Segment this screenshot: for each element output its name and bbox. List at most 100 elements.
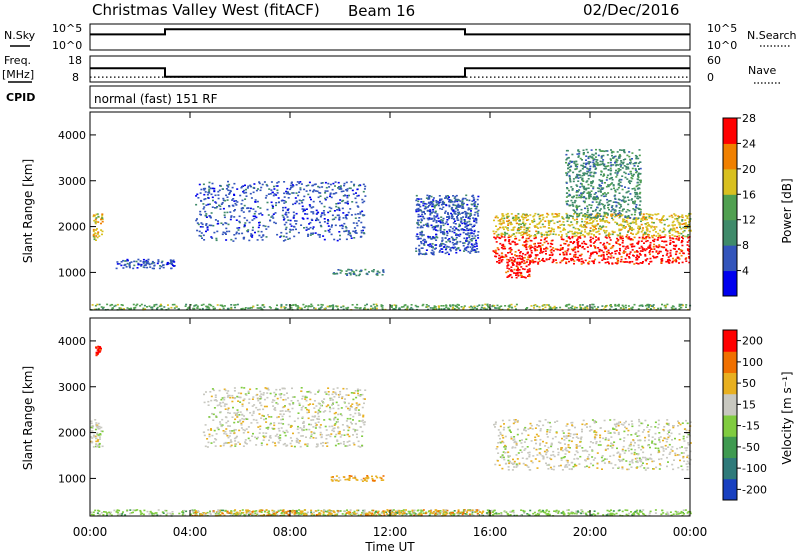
heatmap-cell [589, 227, 592, 229]
heatmap-cell [507, 264, 510, 266]
heatmap-cell [173, 303, 176, 306]
heatmap-cell [520, 276, 523, 278]
heatmap-cell [611, 217, 614, 219]
heatmap-cell [323, 214, 326, 216]
heatmap-cell [533, 220, 536, 223]
heatmap-cell [623, 151, 626, 154]
heatmap-cell [309, 221, 312, 224]
heatmap-cell [600, 249, 603, 252]
heatmap-cell [446, 195, 449, 197]
heatmap-cell [573, 162, 576, 164]
heatmap-cell [530, 234, 533, 237]
heatmap-cell [601, 182, 604, 184]
heatmap-cell [344, 225, 347, 228]
heatmap-cell [523, 224, 526, 226]
heatmap-cell [472, 196, 475, 199]
heatmap-cell [285, 211, 288, 214]
heatmap-cell [325, 186, 328, 189]
heatmap-cell [441, 242, 443, 245]
heatmap-cell [317, 304, 320, 306]
heatmap-cell [537, 242, 540, 245]
heatmap-cell [444, 244, 447, 246]
noise-right-tick-top: 10^5 [707, 22, 737, 35]
heatmap-cell [126, 262, 129, 265]
heatmap-cell [235, 204, 238, 206]
heatmap-cell [571, 235, 574, 238]
heatmap-cell [590, 253, 593, 255]
heatmap-cell [623, 250, 626, 252]
heatmap-cell [583, 174, 586, 176]
heatmap-cell [578, 212, 581, 215]
heatmap-cell [309, 226, 312, 229]
heatmap-cell [238, 512, 241, 514]
heatmap-cell [307, 233, 310, 236]
heatmap-cell [98, 235, 101, 237]
heatmap-cell [427, 206, 429, 208]
heatmap-cell [575, 208, 578, 211]
heatmap-cell [427, 197, 430, 199]
heatmap-cell [260, 511, 263, 513]
heatmap-cell [555, 511, 558, 514]
heatmap-cell [628, 225, 631, 227]
heatmap-cell [204, 191, 207, 193]
heatmap-cell [589, 236, 592, 239]
heatmap-cell [565, 261, 568, 263]
heatmap-cell [506, 513, 509, 515]
heatmap-cell [188, 306, 191, 308]
heatmap-cell [581, 159, 583, 161]
heatmap-cell [615, 163, 618, 166]
heatmap-cell [476, 203, 479, 206]
heatmap-cell [656, 239, 659, 241]
heatmap-cell [634, 218, 637, 221]
heatmap-cell [331, 218, 334, 221]
heatmap-cell [608, 236, 611, 239]
heatmap-cell [609, 514, 612, 516]
heatmap-cell [607, 200, 610, 202]
heatmap-cell [494, 216, 497, 219]
heatmap-cell [524, 241, 527, 243]
heatmap-cell [270, 189, 273, 191]
heatmap-cell [569, 204, 572, 207]
heatmap-cell [292, 304, 295, 306]
heatmap-cell [344, 194, 347, 197]
heatmap-cell [324, 192, 327, 194]
heatmap-cell [604, 306, 607, 309]
heatmap-cell [194, 514, 197, 517]
heatmap-cell [559, 224, 562, 226]
heatmap-cell [233, 234, 236, 236]
heatmap-cell [361, 512, 364, 514]
heatmap-cell [538, 509, 541, 511]
heatmap-cell [651, 236, 654, 239]
heatmap-cell [678, 237, 681, 239]
heatmap-cell [390, 305, 393, 307]
heatmap-cell [680, 250, 683, 253]
heatmap-cell [323, 205, 326, 208]
heatmap-cell [419, 226, 422, 229]
heatmap-cell [571, 307, 574, 310]
heatmap-cell [510, 276, 513, 279]
heatmap-cell [634, 221, 637, 224]
heatmap-cell [600, 173, 602, 176]
heatmap-cell [425, 306, 428, 308]
heatmap-cell [575, 231, 578, 234]
heatmap-cell [660, 261, 663, 264]
heatmap-cell [528, 230, 531, 232]
heatmap-cell [493, 304, 496, 307]
heatmap-cell [257, 206, 260, 208]
heatmap-cell [197, 197, 200, 199]
heatmap-cell [512, 219, 515, 221]
heatmap-cell [602, 203, 604, 206]
heatmap-cell [280, 200, 283, 202]
heatmap-cell [528, 514, 531, 517]
heatmap-cell [468, 208, 471, 210]
heatmap-cell [614, 197, 617, 200]
heatmap-cell [666, 250, 669, 252]
heatmap-cell [621, 167, 624, 169]
heatmap-cell [215, 202, 218, 204]
heatmap-cell [463, 237, 466, 240]
heatmap-cell [444, 237, 447, 239]
heatmap-cell [445, 195, 448, 197]
heatmap-cell [493, 251, 496, 253]
heatmap-cell [518, 271, 521, 274]
heatmap-cell [206, 306, 209, 309]
